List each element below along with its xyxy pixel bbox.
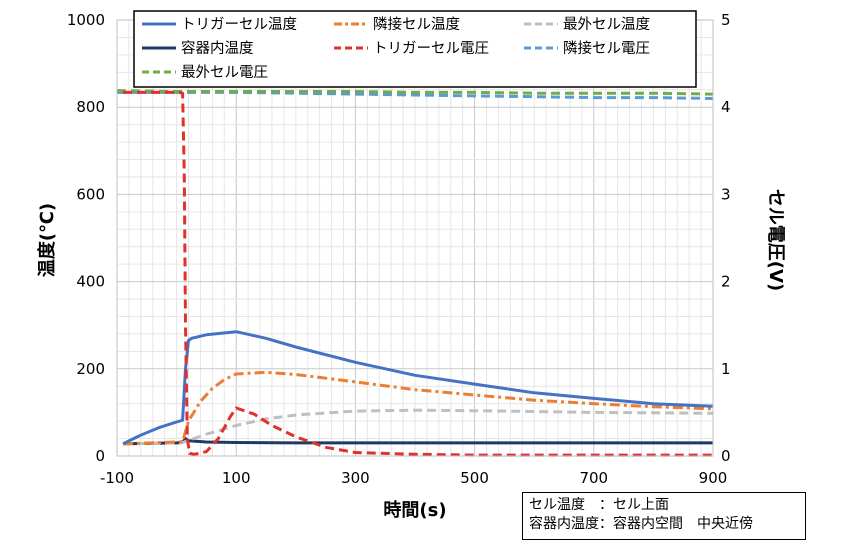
x-tick-label: 900: [699, 469, 728, 487]
series-line-3: [122, 437, 713, 446]
y2-tick-label: 5: [721, 11, 731, 29]
x-tick-label: 500: [460, 469, 489, 487]
y2-tick-label: 0: [721, 447, 731, 465]
y2-axis-title: セル電圧(V): [765, 189, 786, 291]
x-tick-label: 100: [222, 469, 251, 487]
tick-labels: -100 100 300 500 700 900 0 200 400 600 800 1000 0 1 2 3…: [67, 11, 731, 487]
series-line-4: [123, 90, 713, 457]
y-tick-label: 400: [76, 273, 105, 291]
y-axis-title: 温度(℃): [36, 203, 58, 277]
x-tick-label: 300: [341, 469, 370, 487]
legend-label-2: 最外セル温度: [563, 16, 650, 33]
x-tick-label: 700: [579, 469, 608, 487]
legend-label-1: 隣接セル温度: [373, 16, 460, 33]
legend-label-3: 容器内温度: [181, 40, 254, 57]
x-axis-title: 時間(s): [383, 500, 446, 521]
x-tick-label: -100: [100, 469, 134, 487]
y2-tick-label: 1: [721, 360, 731, 378]
series-group: [116, 89, 714, 457]
note-line-1: セル温度 ：セル上面: [529, 497, 669, 513]
legend-label-5: 隣接セル電圧: [563, 40, 650, 57]
legend-label-6: 最外セル電圧: [181, 64, 268, 81]
y-tick-label: 800: [76, 98, 105, 116]
y2-tick-label: 2: [721, 273, 731, 291]
series-line-1: [122, 370, 714, 446]
legend-label-4: トリガーセル電圧: [373, 40, 489, 57]
note-box: セル温度 ：セル上面容器内温度：容器内空間 中央近傍: [522, 492, 806, 540]
series-line-6: [116, 89, 714, 96]
y-tick-label: 1000: [67, 11, 105, 29]
y-tick-label: 600: [76, 185, 105, 203]
legend-box: [133, 10, 697, 88]
series-line-0: [122, 330, 714, 446]
y-tick-label: 0: [95, 447, 105, 465]
legend-label-0: トリガーセル温度: [181, 16, 297, 33]
y-tick-label: 200: [76, 360, 105, 378]
y2-tick-label: 3: [721, 185, 731, 203]
note-line-2: 容器内温度：容器内空間 中央近傍: [529, 516, 753, 532]
y2-tick-label: 4: [721, 98, 731, 116]
